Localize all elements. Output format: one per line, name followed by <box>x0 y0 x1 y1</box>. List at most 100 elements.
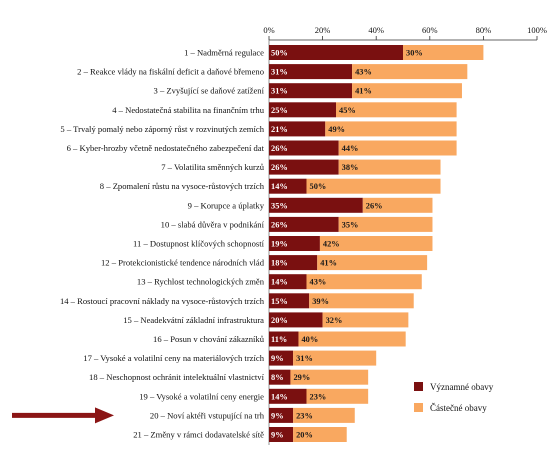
bar-segment-castecne <box>309 293 414 309</box>
bar-segment-castecne <box>306 274 422 290</box>
bar-segment-castecne <box>403 45 484 60</box>
data-label-castecne: 26% <box>366 201 383 210</box>
data-label-vyznamne: 9% <box>271 431 284 440</box>
bar-segment-vyznamne <box>269 350 294 366</box>
legend-label-vyznamne: Významné obavy <box>430 382 494 392</box>
x-tick-label: 60% <box>422 25 438 35</box>
data-label-castecne: 39% <box>312 297 329 306</box>
highlight-marker <box>12 407 114 424</box>
data-label-vyznamne: 31% <box>271 68 288 77</box>
bar-segment-vyznamne <box>269 331 299 347</box>
bar-segment-vyznamne <box>269 83 353 99</box>
data-label-castecne: 30% <box>406 49 423 58</box>
data-label-castecne: 42% <box>323 240 340 249</box>
data-label-vyznamne: 14% <box>271 278 288 287</box>
data-label-castecne: 41% <box>355 87 372 96</box>
bar-segment-castecne <box>338 140 457 156</box>
bar-segment-vyznamne <box>269 427 294 442</box>
data-label-castecne: 44% <box>342 144 359 153</box>
bar-segment-vyznamne <box>269 407 294 423</box>
bar-segment-vyznamne <box>269 102 336 118</box>
bar-segment-vyznamne <box>269 140 339 156</box>
bar-segment-castecne <box>325 121 457 137</box>
category-label: 3 – Zvyšující se daňové zatížení <box>154 86 265 96</box>
category-label: 6 – Kyber-hrozby včetně nedostatečného z… <box>67 143 265 153</box>
data-label-castecne: 35% <box>342 220 359 229</box>
category-label: 2 – Reakce vlády na fiskální deficit a d… <box>77 67 264 77</box>
x-tick-label: 100% <box>527 25 547 35</box>
bar-segment-vyznamne <box>269 45 403 60</box>
category-label: 7 – Volatilita směnných kurzů <box>161 162 264 172</box>
bar-segment-vyznamne <box>269 293 310 309</box>
bar-segment-vyznamne <box>269 216 339 232</box>
data-label-vyznamne: 9% <box>271 354 284 363</box>
category-label: 18 – Neschopnost ochránit intelektuální … <box>89 372 265 382</box>
category-label: 15 – Neadekvátní základní infrastruktura <box>123 315 264 325</box>
category-label: 19 – Vysoké a volatilní ceny energie <box>139 391 264 401</box>
bar-segment-vyznamne <box>269 274 307 290</box>
bar-segment-vyznamne <box>269 159 339 175</box>
bars: 50% 30% 31% 43% 31% 41% 25% 45% 21% 49% 26% 44% 26% 3… <box>269 45 484 442</box>
category-label: 16 – Posun v chování zákazníků <box>153 334 265 344</box>
bar-segment-vyznamne <box>269 121 326 137</box>
data-label-vyznamne: 20% <box>271 316 288 325</box>
bar-segment-castecne <box>319 236 433 251</box>
x-tick-label: 80% <box>476 25 492 35</box>
data-label-castecne: 45% <box>339 106 356 115</box>
legend-swatch-castecne <box>414 403 423 412</box>
data-label-castecne: 43% <box>310 278 327 287</box>
bar-segment-castecne <box>290 369 369 385</box>
bar-segment-vyznamne <box>269 255 318 271</box>
bar-segment-castecne <box>317 255 428 271</box>
category-label: 14 – Rostoucí pracovní náklady na vysoce… <box>60 296 265 306</box>
bar-segment-castecne <box>322 312 409 328</box>
data-label-vyznamne: 21% <box>271 125 288 134</box>
data-label-vyznamne: 26% <box>271 163 288 172</box>
bar-segment-vyznamne <box>269 312 323 328</box>
bar-segment-castecne <box>293 350 377 366</box>
category-label: 17 – Vysoké a volatilní ceny na materiál… <box>83 353 264 363</box>
bar-segment-castecne <box>338 216 433 232</box>
legend: Významné obavy Částečné obavy <box>414 382 494 413</box>
data-label-castecne: 20% <box>296 431 313 440</box>
bar-segment-vyznamne <box>269 369 291 385</box>
data-label-castecne: 43% <box>355 68 372 77</box>
bar-segment-castecne <box>298 331 406 347</box>
x-tick-label: 20% <box>315 25 331 35</box>
highlight-arrow-icon <box>12 407 114 424</box>
legend-label-castecne: Částečné obavy <box>430 403 487 413</box>
data-label-vyznamne: 15% <box>271 297 288 306</box>
data-label-castecne: 49% <box>328 125 345 134</box>
bar-segment-castecne <box>336 102 457 118</box>
data-label-castecne: 41% <box>320 259 337 268</box>
x-tick-label: 0% <box>263 25 274 35</box>
data-label-castecne: 32% <box>326 316 343 325</box>
data-label-vyznamne: 8% <box>271 373 284 382</box>
data-label-vyznamne: 25% <box>271 106 288 115</box>
data-label-castecne: 38% <box>342 163 359 172</box>
bar-segment-castecne <box>352 83 462 99</box>
bar-segment-castecne <box>306 388 369 404</box>
data-label-vyznamne: 26% <box>271 220 288 229</box>
category-label: 4 – Nedostatečná stabilita na finančním … <box>112 105 264 115</box>
category-labels: 1 – Nadměrná regulace 2 – Reakce vlády na… <box>60 48 265 440</box>
bar-segment-castecne <box>338 159 441 175</box>
x-tick-label: 40% <box>368 25 384 35</box>
data-label-vyznamne: 31% <box>271 87 288 96</box>
data-label-vyznamne: 9% <box>271 411 284 420</box>
bar-segment-castecne <box>306 178 441 194</box>
data-label-castecne: 31% <box>296 354 313 363</box>
bar-segment-vyznamne <box>269 236 320 251</box>
data-label-castecne: 50% <box>310 182 327 191</box>
data-label-vyznamne: 18% <box>271 259 288 268</box>
category-label: 12 – Protekcionistické tendence národníc… <box>101 258 265 268</box>
bar-segment-vyznamne <box>269 388 307 404</box>
category-label: 5 – Trvalý pomalý nebo záporný růst v ro… <box>60 124 264 134</box>
category-label: 1 – Nadměrná regulace <box>184 48 264 58</box>
bar-segment-castecne <box>293 407 355 423</box>
bar-segment-vyznamne <box>269 197 363 213</box>
data-label-castecne: 23% <box>310 392 327 401</box>
category-label: 13 – Rychlost technologických změn <box>137 277 265 287</box>
data-label-vyznamne: 35% <box>271 201 288 210</box>
